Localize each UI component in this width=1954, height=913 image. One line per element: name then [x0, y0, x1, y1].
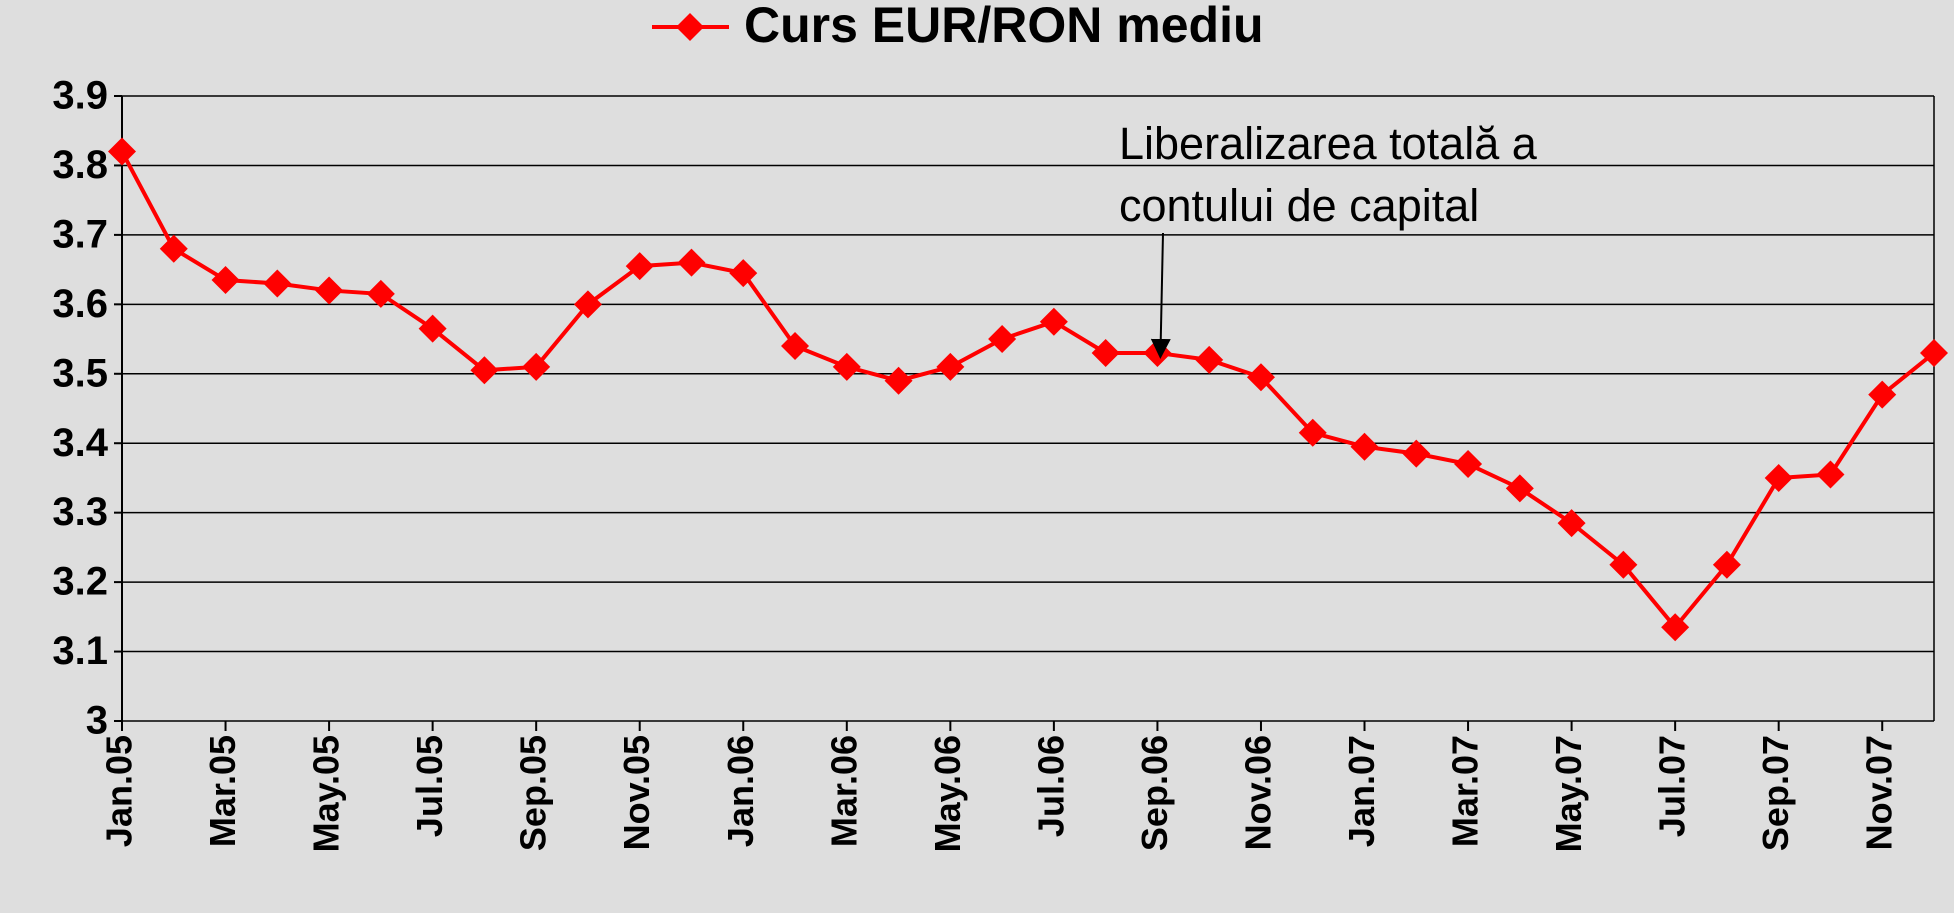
data-point — [1454, 450, 1483, 479]
x-tick-label: Mar.05 — [202, 735, 243, 847]
y-tick-label: 3.9 — [52, 74, 108, 118]
data-point — [1298, 418, 1327, 447]
x-tick-label: Jul.06 — [1030, 735, 1071, 837]
data-point — [1246, 363, 1275, 392]
y-tick-label: 3.3 — [52, 490, 108, 534]
y-tick-label: 3.4 — [52, 421, 108, 465]
data-point — [418, 314, 447, 343]
data-point — [159, 234, 188, 263]
data-point — [1609, 550, 1638, 579]
y-tick-label: 3.5 — [52, 351, 108, 395]
y-tick-label: 3.7 — [52, 212, 108, 256]
data-point — [1661, 613, 1690, 642]
data-point — [1091, 338, 1120, 367]
x-tick-label: Jan.07 — [1341, 735, 1382, 847]
legend-label: Curs EUR/RON mediu — [744, 0, 1264, 53]
annotation-text: contului de capital — [1119, 180, 1479, 231]
x-tick-label: Sep.05 — [513, 735, 554, 851]
data-point — [1557, 509, 1586, 538]
data-point — [1764, 463, 1793, 492]
data-point — [573, 290, 602, 319]
data-point — [884, 366, 913, 395]
data-point — [1920, 338, 1948, 367]
x-tick-label: Mar.06 — [823, 735, 864, 847]
data-point — [1505, 474, 1534, 503]
x-tick-label: Sep.07 — [1755, 735, 1796, 851]
data-point — [263, 269, 292, 298]
x-tick-label: Jan.05 — [99, 735, 140, 847]
data-point — [1868, 380, 1897, 409]
data-point — [1195, 345, 1224, 374]
data-point — [936, 352, 965, 381]
y-tick-label: 3.2 — [52, 560, 108, 604]
x-tick-label: Mar.07 — [1445, 735, 1486, 847]
data-point — [988, 325, 1017, 354]
data-point — [470, 356, 499, 385]
x-tick-label: May.05 — [306, 735, 347, 852]
series-line — [120, 150, 1936, 631]
data-point — [1350, 432, 1379, 461]
data-point — [729, 259, 758, 288]
data-point — [781, 332, 810, 360]
x-tick-label: Nov.07 — [1859, 735, 1900, 850]
data-point — [522, 352, 551, 381]
y-tick-label: 3.8 — [52, 143, 108, 187]
data-point — [1712, 550, 1741, 579]
annotation-text: Liberalizarea totală a — [1119, 118, 1538, 169]
y-tick-label: 3.6 — [52, 282, 108, 326]
x-tick-label: Sep.06 — [1134, 735, 1175, 851]
x-tick-label: Nov.05 — [616, 735, 657, 850]
y-tick-label: 3.1 — [52, 629, 108, 673]
data-point — [315, 276, 344, 305]
annotation-arrow — [1150, 232, 1171, 359]
data-point — [366, 279, 395, 308]
legend-marker — [676, 13, 704, 41]
data-point — [108, 137, 136, 166]
data-point — [677, 248, 706, 277]
data-point — [1039, 307, 1068, 336]
x-tick-label: Jul.07 — [1652, 735, 1693, 837]
x-tick-label: May.07 — [1548, 735, 1589, 852]
y-tick-label: 3 — [86, 699, 108, 743]
data-point — [1816, 460, 1845, 489]
data-point — [211, 266, 240, 295]
x-tick-label: May.06 — [927, 735, 968, 852]
x-tick-label: Jul.05 — [409, 735, 450, 837]
data-point — [625, 252, 654, 281]
data-point — [1402, 439, 1431, 468]
x-tick-label: Nov.06 — [1237, 735, 1278, 850]
data-point — [832, 352, 861, 381]
x-tick-label: Jan.06 — [720, 735, 761, 847]
